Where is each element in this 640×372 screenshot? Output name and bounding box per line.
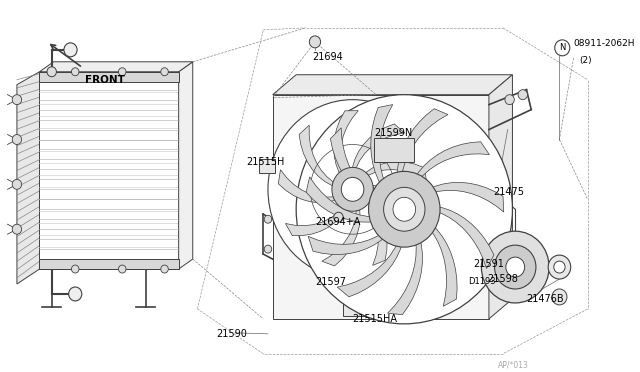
Circle shape [309,36,321,48]
Circle shape [552,289,567,305]
Text: 21591: 21591 [473,259,504,269]
Circle shape [383,187,425,231]
Polygon shape [40,259,179,269]
Circle shape [554,261,565,273]
Polygon shape [285,208,346,235]
Text: D1193-: D1193- [468,277,499,286]
Circle shape [548,255,571,279]
Polygon shape [428,182,504,212]
Circle shape [481,231,549,303]
Circle shape [495,245,536,289]
FancyBboxPatch shape [259,160,275,173]
Polygon shape [429,224,457,306]
Text: 21590: 21590 [216,329,247,339]
Polygon shape [434,206,494,269]
Text: 21475: 21475 [493,187,525,197]
Circle shape [334,212,343,222]
Polygon shape [371,105,393,187]
Circle shape [161,265,168,273]
Polygon shape [273,75,513,94]
Circle shape [12,135,22,144]
Polygon shape [40,72,179,269]
FancyBboxPatch shape [374,138,413,163]
Polygon shape [308,232,387,254]
Circle shape [47,67,56,77]
Polygon shape [366,161,427,182]
Circle shape [332,167,373,211]
Circle shape [72,265,79,273]
Polygon shape [414,142,490,181]
Polygon shape [337,241,403,297]
Text: 21597: 21597 [315,277,346,287]
Polygon shape [40,62,193,72]
Circle shape [64,43,77,57]
Text: 08911-2062H: 08911-2062H [573,39,635,48]
Circle shape [12,94,22,105]
Circle shape [341,177,364,201]
Polygon shape [353,124,404,168]
Text: 21694: 21694 [312,52,343,62]
Circle shape [268,100,437,279]
Polygon shape [306,177,376,222]
Polygon shape [17,72,40,284]
Circle shape [505,94,515,105]
Text: (2): (2) [579,56,592,65]
Polygon shape [330,128,376,203]
Circle shape [12,224,22,234]
Text: 21515HA: 21515HA [353,314,397,324]
Circle shape [118,68,126,76]
Polygon shape [333,110,358,173]
Polygon shape [322,210,360,266]
Circle shape [296,94,513,324]
Polygon shape [489,75,513,319]
Polygon shape [299,125,333,186]
Polygon shape [397,109,448,178]
Text: FRONT: FRONT [84,75,125,85]
FancyBboxPatch shape [343,294,442,316]
Polygon shape [373,185,420,234]
Circle shape [12,179,22,189]
Text: 21599N: 21599N [374,128,412,138]
Circle shape [264,245,272,253]
Polygon shape [40,72,179,82]
Circle shape [393,197,415,221]
Polygon shape [273,94,489,319]
Circle shape [518,90,527,100]
Circle shape [264,215,272,223]
Text: 21598: 21598 [487,274,518,284]
Polygon shape [388,237,422,315]
Text: 21476B: 21476B [527,294,564,304]
Circle shape [72,68,79,76]
Polygon shape [179,62,193,269]
Circle shape [555,40,570,56]
Circle shape [369,171,440,247]
Text: N: N [559,43,566,52]
Text: 21515H: 21515H [246,157,285,167]
Circle shape [68,287,82,301]
Circle shape [118,265,126,273]
Circle shape [161,68,168,76]
Polygon shape [369,200,387,265]
Text: 21694+A: 21694+A [315,217,360,227]
Polygon shape [278,170,335,203]
Circle shape [506,257,525,277]
Text: AP/*013: AP/*013 [499,361,529,370]
